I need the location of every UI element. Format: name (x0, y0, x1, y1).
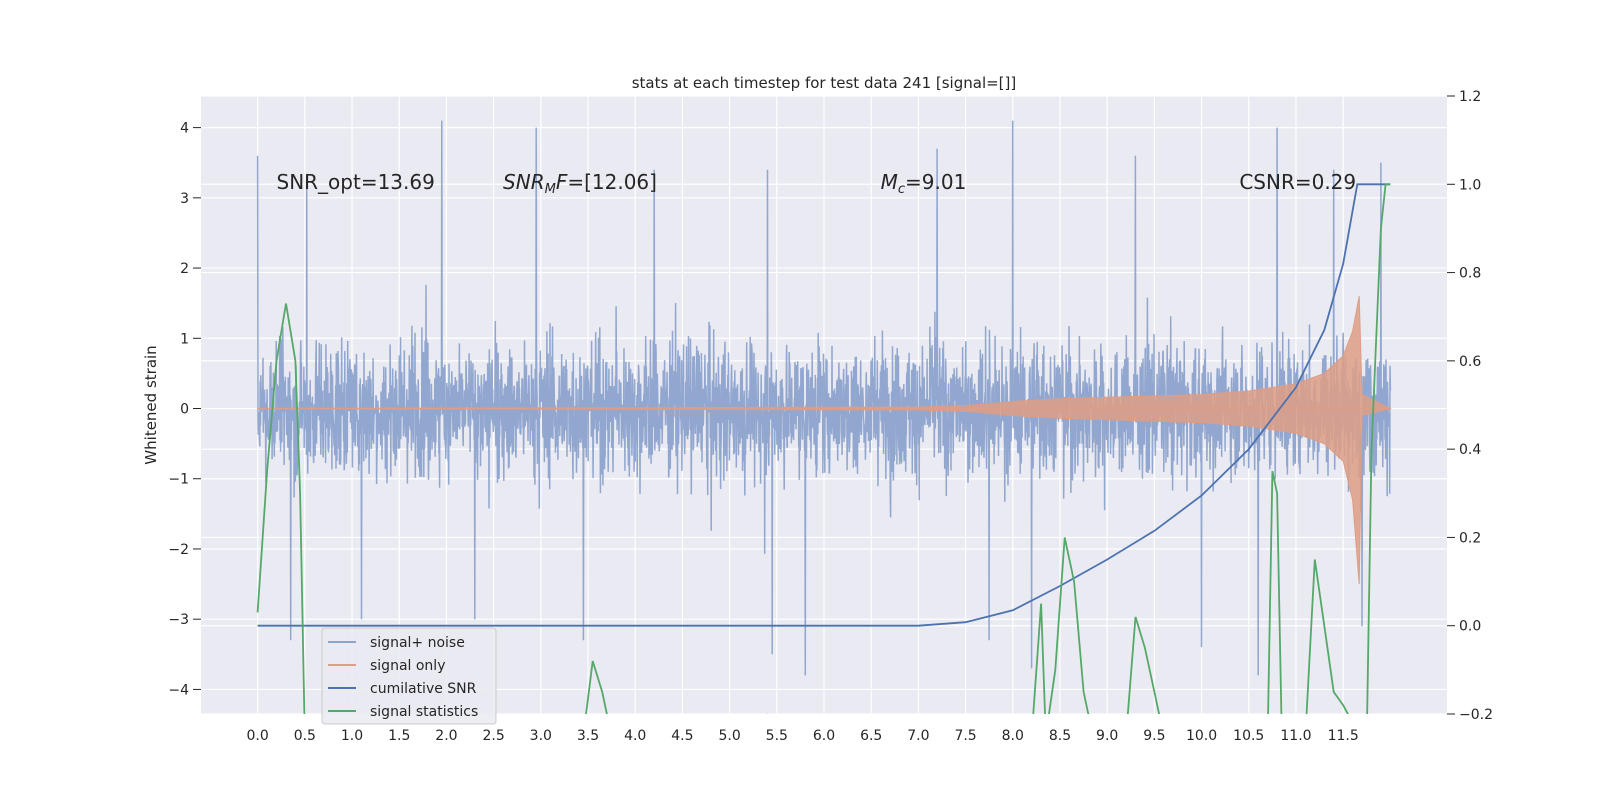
y2-tick-label: 0.2 (1459, 530, 1481, 546)
x-tick-label: 2.0 (435, 728, 457, 744)
series-signal-noise-line (256, 120, 1392, 676)
y-tick-label: 3 (180, 191, 189, 207)
y2-tick-label: 0.6 (1459, 354, 1481, 370)
plot-area (256, 120, 1392, 714)
y-tick-label: −4 (168, 682, 189, 698)
series-signal-only-fill (257, 296, 1392, 585)
x-tick-label: 9.5 (1143, 728, 1165, 744)
y2-tick-label: 0.0 (1459, 619, 1481, 635)
x-axis-ticks: 0.0 0.5 1.0 1.5 2.0 2.5 3.0 3.5 4.0 4.5 5.0 5.5 6.0 6… (247, 728, 1359, 744)
x-tick-label: 7.5 (954, 728, 976, 744)
y-tick-label: 1 (180, 331, 189, 347)
legend-entry: signal only (370, 658, 445, 674)
chart-title: stats at each timestep for test data 241… (632, 74, 1017, 92)
y2-axis-ticks: 1.2 1.0 0.8 0.6 0.4 0.2 0.0 −0.2 (1447, 89, 1493, 723)
y2-tick-label: 0.8 (1459, 266, 1481, 282)
x-tick-label: 7.0 (907, 728, 929, 744)
x-tick-label: 0.0 (247, 728, 269, 744)
y-tick-label: 0 (180, 402, 189, 418)
y-tick-label: −2 (168, 542, 189, 558)
x-tick-label: 6.5 (860, 728, 882, 744)
y-axis-label: Whitened strain (142, 345, 160, 464)
x-tick-label: 9.0 (1096, 728, 1118, 744)
y2-tick-label: 0.4 (1459, 442, 1481, 458)
x-tick-label: 10.0 (1186, 728, 1217, 744)
annotation-1: SNRMF=[12.06] (503, 170, 657, 197)
x-tick-label: 1.0 (341, 728, 363, 744)
y2-tick-label: −0.2 (1459, 707, 1493, 723)
legend-entry: signal+ noise (370, 635, 465, 651)
x-tick-label: 2.5 (482, 728, 504, 744)
x-tick-label: 3.0 (530, 728, 552, 744)
annotation-0: SNR_opt=13.69 (277, 170, 435, 194)
x-tick-label: 8.0 (1002, 728, 1024, 744)
x-tick-label: 8.5 (1049, 728, 1071, 744)
x-tick-label: 10.5 (1233, 728, 1264, 744)
x-tick-label: 3.5 (577, 728, 599, 744)
x-tick-label: 4.5 (671, 728, 693, 744)
y-tick-label: −3 (168, 612, 189, 628)
legend-entry: signal statistics (370, 704, 478, 720)
y2-tick-label: 1.0 (1459, 177, 1481, 193)
x-tick-label: 5.0 (718, 728, 740, 744)
x-tick-label: 5.5 (766, 728, 788, 744)
x-tick-label: 6.0 (813, 728, 835, 744)
y-tick-label: 4 (180, 121, 189, 137)
series-cumulative-snr-line (257, 183, 1391, 627)
x-tick-label: 11.5 (1328, 728, 1359, 744)
y-tick-label: 2 (180, 261, 189, 277)
y-tick-label: −1 (168, 472, 189, 488)
annotations: SNR_opt=13.69 SNRMF=[12.06] Mc=9.01 CSNR=0.… (277, 170, 1357, 197)
legend: signal+ noise signal only cumilative SNR si… (321, 627, 497, 725)
series-signal-statistics-line (256, 183, 1391, 714)
legend-box (321, 627, 497, 725)
y2-tick-label: 1.2 (1459, 89, 1481, 105)
x-tick-label: 0.5 (294, 728, 316, 744)
y-axis-ticks: 4 3 2 1 0 −1 −2 −3 −4 (168, 121, 201, 698)
x-tick-label: 11.0 (1280, 728, 1311, 744)
x-tick-label: 1.5 (388, 728, 410, 744)
annotation-2: Mc=9.01 (881, 170, 967, 197)
x-tick-label: 4.0 (624, 728, 646, 744)
legend-entry: cumilative SNR (370, 681, 477, 697)
annotation-3: CSNR=0.29 (1239, 170, 1356, 194)
